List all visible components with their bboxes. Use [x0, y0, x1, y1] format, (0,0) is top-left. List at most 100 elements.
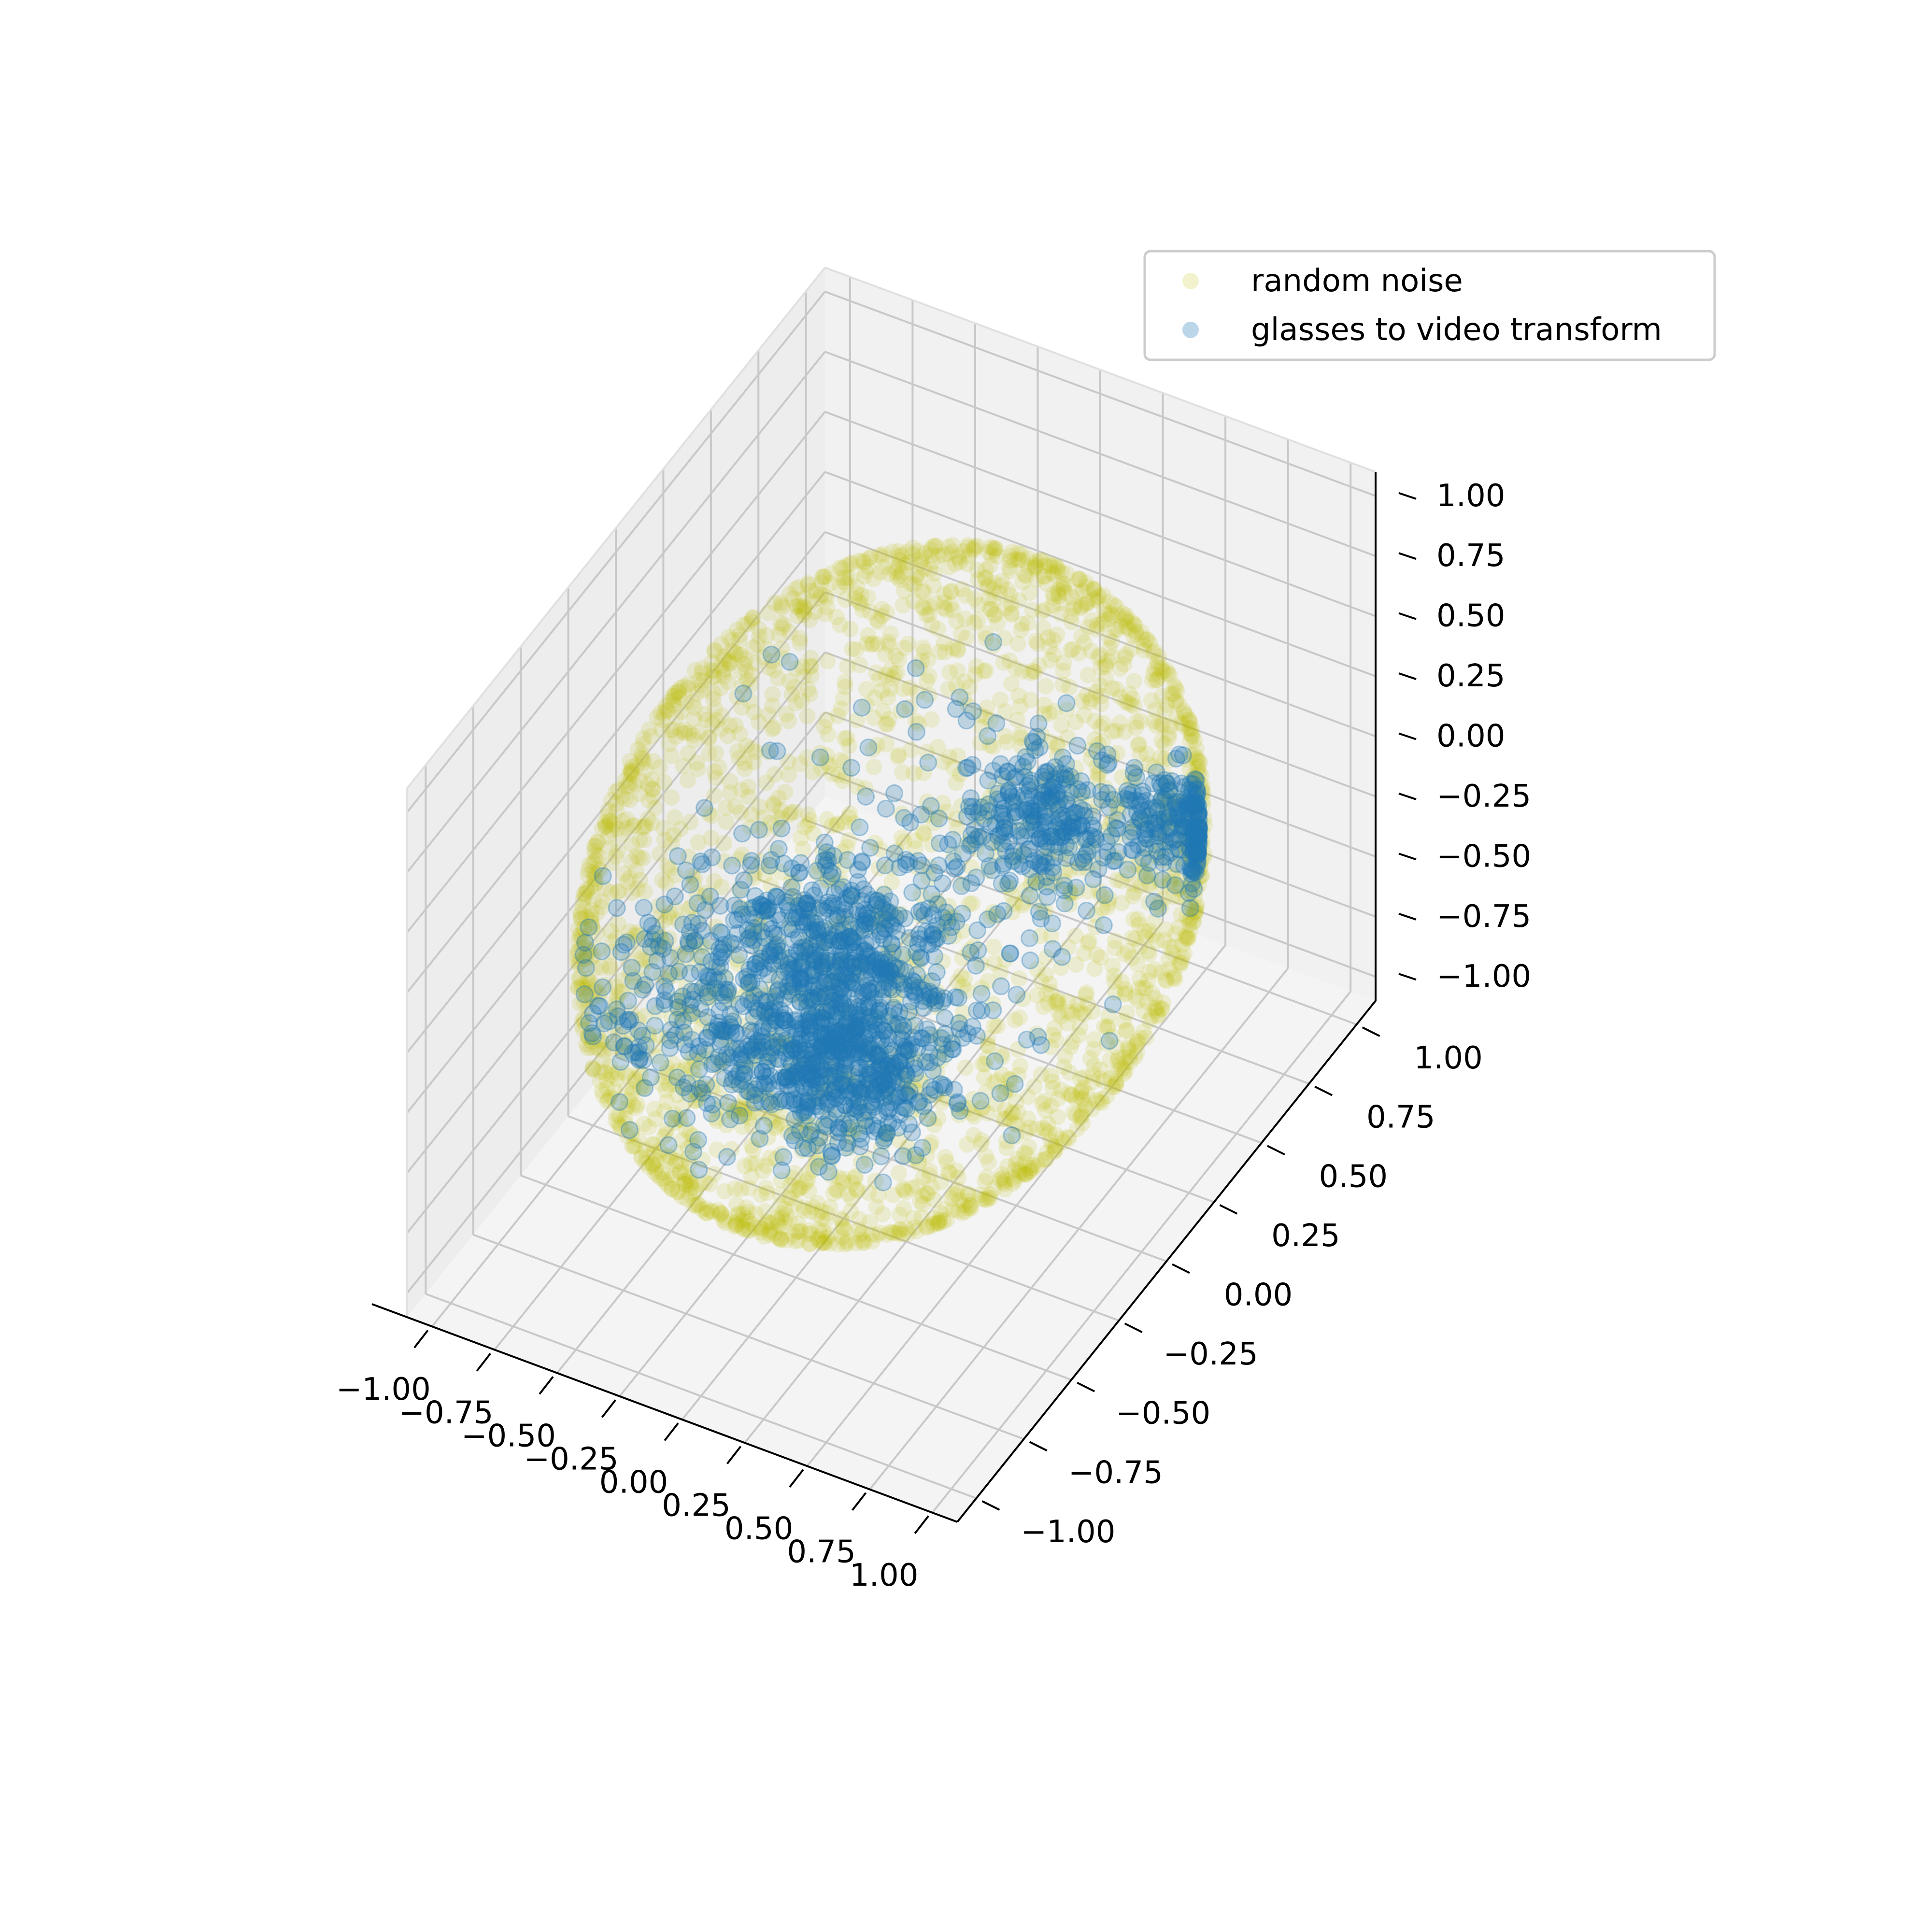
point-random-noise [1151, 668, 1168, 685]
point-random-noise [1017, 1166, 1034, 1183]
point-random-noise [833, 700, 850, 717]
point-random-noise [624, 1085, 640, 1102]
point-glasses-to-video-transform [772, 819, 791, 838]
point-random-noise [584, 919, 601, 936]
point-glasses-to-video-transform [859, 739, 878, 757]
point-random-noise [899, 932, 916, 949]
point-random-noise [751, 713, 767, 730]
point-random-noise [1089, 592, 1106, 609]
point-random-noise [1179, 929, 1195, 946]
x-tick-4 [664, 1422, 679, 1441]
point-glasses-to-video-transform [636, 976, 654, 994]
point-random-noise [713, 1051, 730, 1068]
point-glasses-to-video-transform [633, 1026, 652, 1045]
point-glasses-to-video-transform [698, 988, 717, 1006]
point-random-noise [922, 1137, 938, 1154]
point-random-noise [1108, 1076, 1124, 1093]
point-random-noise [758, 1218, 775, 1235]
point-random-noise [770, 964, 787, 981]
point-random-noise [948, 774, 965, 791]
point-random-noise [705, 668, 722, 685]
point-random-noise [1152, 659, 1169, 676]
point-random-noise [1011, 970, 1028, 987]
point-random-noise [908, 569, 924, 586]
point-random-noise [595, 1087, 612, 1104]
point-glasses-to-video-transform [619, 992, 638, 1010]
point-glasses-to-video-transform [693, 855, 711, 873]
point-random-noise [782, 873, 799, 890]
point-random-noise [1079, 687, 1095, 703]
point-random-noise [1130, 735, 1147, 752]
point-random-noise [976, 1069, 993, 1086]
point-random-noise [1049, 738, 1066, 755]
point-random-noise [1092, 949, 1109, 966]
point-random-noise [1097, 656, 1114, 673]
point-random-noise [703, 830, 720, 846]
point-random-noise [624, 884, 640, 901]
point-random-noise [1193, 786, 1210, 803]
point-random-noise [625, 1138, 642, 1155]
point-glasses-to-video-transform [744, 1038, 763, 1056]
x-tick-label-6: 0.50 [724, 1511, 794, 1547]
point-random-noise [1027, 558, 1044, 575]
point-random-noise [801, 1164, 818, 1180]
point-random-noise [1167, 680, 1184, 696]
point-random-noise [877, 716, 894, 733]
point-random-noise [915, 1169, 932, 1186]
point-random-noise [1067, 833, 1084, 850]
point-random-noise [892, 568, 909, 584]
point-glasses-to-video-transform [1003, 1126, 1021, 1144]
point-glasses-to-video-transform [815, 1083, 833, 1101]
point-random-noise [1094, 1094, 1110, 1111]
point-glasses-to-video-transform [855, 1156, 874, 1174]
point-random-noise [745, 704, 762, 721]
point-random-noise [1143, 692, 1160, 709]
point-glasses-to-video-transform [1064, 826, 1081, 845]
point-random-noise [790, 579, 807, 596]
point-random-noise [757, 1179, 774, 1196]
point-random-noise [669, 1184, 686, 1201]
point-random-noise [602, 960, 619, 977]
y-tick-2 [1077, 1381, 1095, 1392]
point-random-noise [911, 569, 928, 586]
point-random-noise [898, 1069, 915, 1086]
point-glasses-to-video-transform [1174, 817, 1192, 835]
point-random-noise [707, 700, 724, 717]
point-random-noise [1104, 723, 1121, 740]
point-random-noise [1003, 1071, 1020, 1088]
point-random-noise [1021, 1119, 1038, 1136]
point-random-noise [1127, 930, 1144, 947]
point-random-noise [860, 627, 877, 644]
point-random-noise [771, 1197, 788, 1214]
point-random-noise [780, 753, 796, 770]
point-glasses-to-video-transform [594, 978, 612, 996]
point-random-noise [837, 679, 853, 696]
point-random-noise [684, 1003, 701, 1020]
point-glasses-to-video-transform [772, 1029, 790, 1047]
point-random-noise [1160, 814, 1177, 831]
point-random-noise [929, 1215, 946, 1232]
point-random-noise [690, 834, 707, 851]
point-random-noise [957, 1059, 974, 1076]
point-random-noise [926, 538, 943, 554]
point-random-noise [1165, 970, 1182, 986]
point-random-noise [808, 931, 824, 948]
point-glasses-to-video-transform [859, 1040, 878, 1059]
point-random-noise [1126, 1048, 1143, 1065]
point-glasses-to-video-transform [752, 938, 770, 956]
point-random-noise [713, 707, 730, 724]
point-random-noise [795, 840, 811, 857]
point-random-noise [943, 582, 960, 599]
point-random-noise [1063, 613, 1080, 630]
point-glasses-to-video-transform [774, 1148, 793, 1166]
point-random-noise [1170, 880, 1187, 896]
point-random-noise [894, 764, 911, 781]
point-glasses-to-video-transform [701, 887, 719, 906]
point-glasses-to-video-transform [852, 698, 871, 717]
point-glasses-to-video-transform [747, 999, 765, 1018]
z-tick-0 [1398, 973, 1417, 981]
point-glasses-to-video-transform [915, 999, 933, 1017]
point-random-noise [663, 965, 680, 981]
point-random-noise [1082, 741, 1099, 758]
point-glasses-to-video-transform [731, 900, 749, 918]
